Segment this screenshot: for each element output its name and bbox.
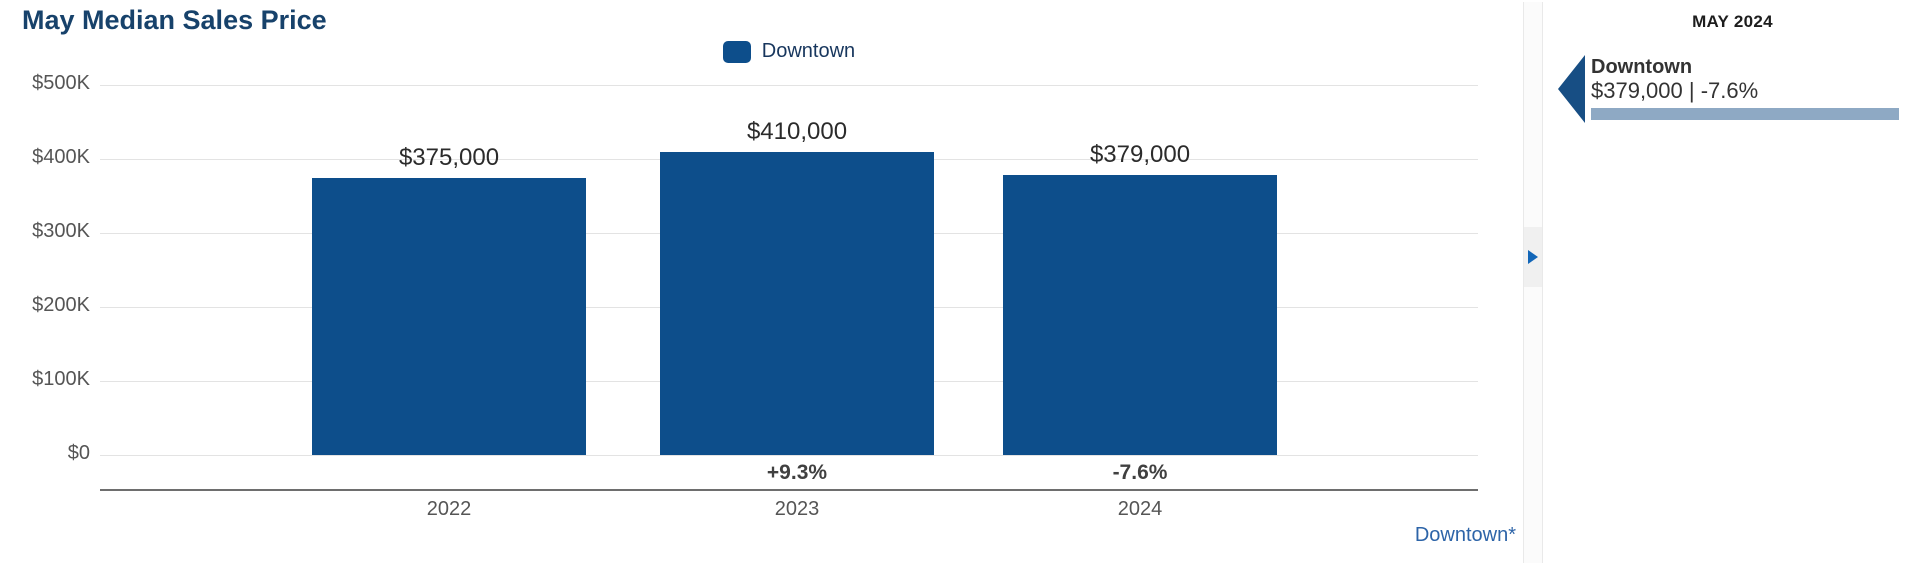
panel-divider <box>1523 2 1543 563</box>
chart-section: May Median Sales Price Downtown $500K $40… <box>22 5 1516 546</box>
pct-change-label-2024: -7.6% <box>1112 461 1168 484</box>
gridline-0 <box>100 455 1478 456</box>
panel-item-content: Downtown $379,000 | -7.6% <box>1591 55 1899 123</box>
expand-panel-button[interactable] <box>1524 227 1542 287</box>
bar-2023[interactable] <box>660 151 934 455</box>
panel-item-value: $379,000 | -7.6% <box>1591 78 1759 103</box>
bar-2022[interactable] <box>312 177 586 455</box>
y-axis-tick-300K: $300K <box>32 220 90 242</box>
plot-area: $500K $400K $300K $200K $100K $0 $375,000 2022 $… <box>32 72 1478 520</box>
bar-value-label-2024: $379,000 <box>1089 140 1191 168</box>
x-axis-line <box>100 489 1478 491</box>
bar-value-label-2022: $375,000 <box>398 143 500 171</box>
legend-label-downtown[interactable]: Downtown <box>761 40 856 62</box>
panel-item-downtown[interactable]: Downtown $379,000 | -7.6% <box>1558 55 1899 123</box>
chevron-right-icon <box>1528 250 1538 264</box>
panel-item-value-bar <box>1591 108 1899 121</box>
series-footnote-link[interactable]: Downtown* <box>1414 524 1516 546</box>
panel-period-header: MAY 2024 <box>1692 12 1773 31</box>
gridline-500K <box>100 85 1478 86</box>
x-axis-label-2023: 2023 <box>774 498 820 520</box>
chart-legend: Downtown <box>100 40 1478 63</box>
y-axis-tick-400K: $400K <box>32 146 90 168</box>
y-axis-tick-0: $0 <box>67 442 90 464</box>
pct-change-label-2023: +9.3% <box>766 461 828 484</box>
summary-side-panel: MAY 2024 Downtown $379,000 | -7.6% <box>1545 0 1920 563</box>
x-axis-label-2022: 2022 <box>426 498 472 520</box>
page-title: May Median Sales Price <box>22 5 327 35</box>
y-axis-tick-500K: $500K <box>32 72 90 94</box>
panel-item-name: Downtown <box>1591 56 1693 78</box>
legend-swatch-downtown[interactable] <box>722 40 751 63</box>
bar-value-label-2023: $410,000 <box>746 117 848 145</box>
x-axis-label-2024: 2024 <box>1117 498 1163 520</box>
y-axis-tick-100K: $100K <box>32 368 90 390</box>
bar-2024[interactable] <box>1003 174 1277 455</box>
y-axis-tick-200K: $200K <box>32 294 90 316</box>
left-triangle-marker-icon <box>1558 55 1585 123</box>
